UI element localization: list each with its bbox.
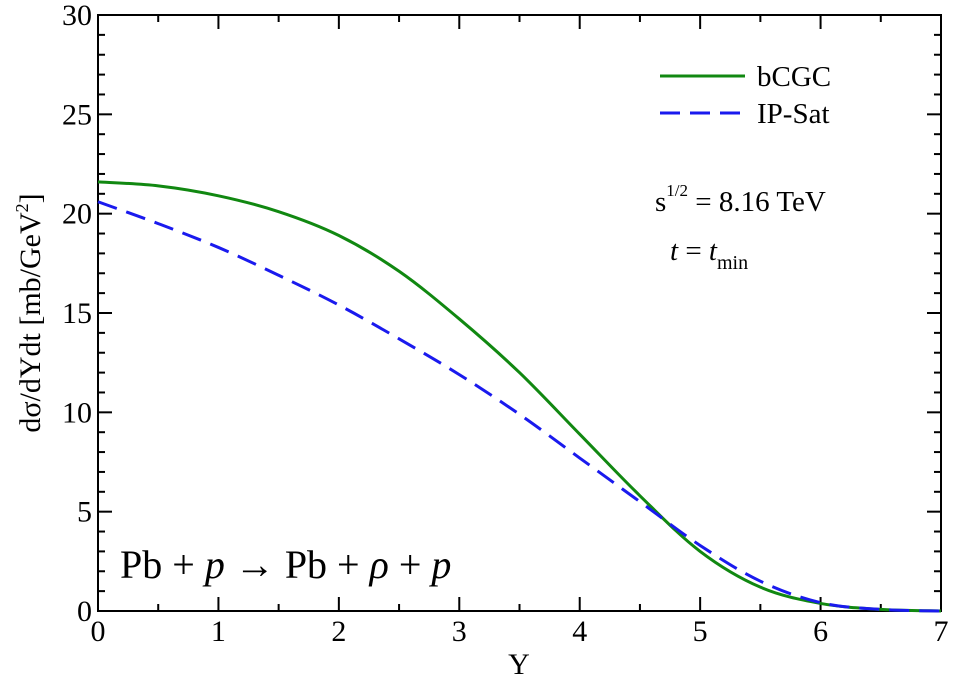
y-tick-label: 15 <box>62 297 92 330</box>
y-axis-title-close: ] <box>14 193 47 203</box>
y-axis-title-main: dσ/dYdt [mb/GeV <box>14 212 47 433</box>
y-tick-label: 0 <box>77 595 92 628</box>
series-layer <box>97 180 942 613</box>
x-tick-label: 1 <box>211 615 226 648</box>
y-axis-title: dσ/dYdt [mb/GeV2] <box>12 193 47 432</box>
axis-ticks: 0 1 2 3 4 5 6 7 0 5 10 15 20 25 30 <box>62 0 949 648</box>
reaction-arrow: → Pb + <box>225 542 370 587</box>
reaction-rho: ρ <box>368 542 389 587</box>
energy-annotation: s1/2 = 8.16 TeV <box>655 181 826 218</box>
x-tick-label: 0 <box>91 615 106 648</box>
reaction-annotation: Pb + p → Pb + ρ + p <box>120 542 451 587</box>
x-tick-label: 3 <box>452 615 467 648</box>
legend: bCGC IP-Sat <box>660 61 831 130</box>
series-line-bcgc <box>97 180 942 613</box>
x-tick-label: 2 <box>331 615 346 648</box>
x-tick-label: 4 <box>572 615 587 648</box>
energy-prefix: s <box>655 186 666 218</box>
legend-label-ipsat: IP-Sat <box>757 98 830 130</box>
x-tick-label: 7 <box>934 615 949 648</box>
legend-label-bcgc: bCGC <box>757 61 831 93</box>
energy-value: = 8.16 TeV <box>688 186 826 218</box>
reaction-p1: p <box>202 542 225 587</box>
x-axis-title: Y <box>508 648 530 678</box>
y-tick-label: 25 <box>62 98 92 131</box>
t-eq: = <box>678 235 709 267</box>
reaction-plus: + <box>389 542 432 587</box>
y-tick-label: 5 <box>77 496 92 529</box>
t-min-sub: min <box>717 252 748 274</box>
y-tick-label: 30 <box>62 0 92 32</box>
energy-sup: 1/2 <box>666 181 688 200</box>
y-tick-label: 20 <box>62 198 92 231</box>
y-axis-title-sup: 2 <box>12 203 32 212</box>
reaction-p2: p <box>428 542 451 587</box>
reaction-a: Pb + <box>120 542 205 587</box>
t-var: t <box>670 235 679 267</box>
y-tick-label: 10 <box>62 396 92 429</box>
x-tick-label: 6 <box>813 615 828 648</box>
y-axis-title-group: dσ/dYdt [mb/GeV2] <box>12 193 47 432</box>
t-min-var: t <box>709 235 718 267</box>
t-annotation: t = tmin <box>670 235 748 274</box>
x-tick-label: 5 <box>693 615 708 648</box>
